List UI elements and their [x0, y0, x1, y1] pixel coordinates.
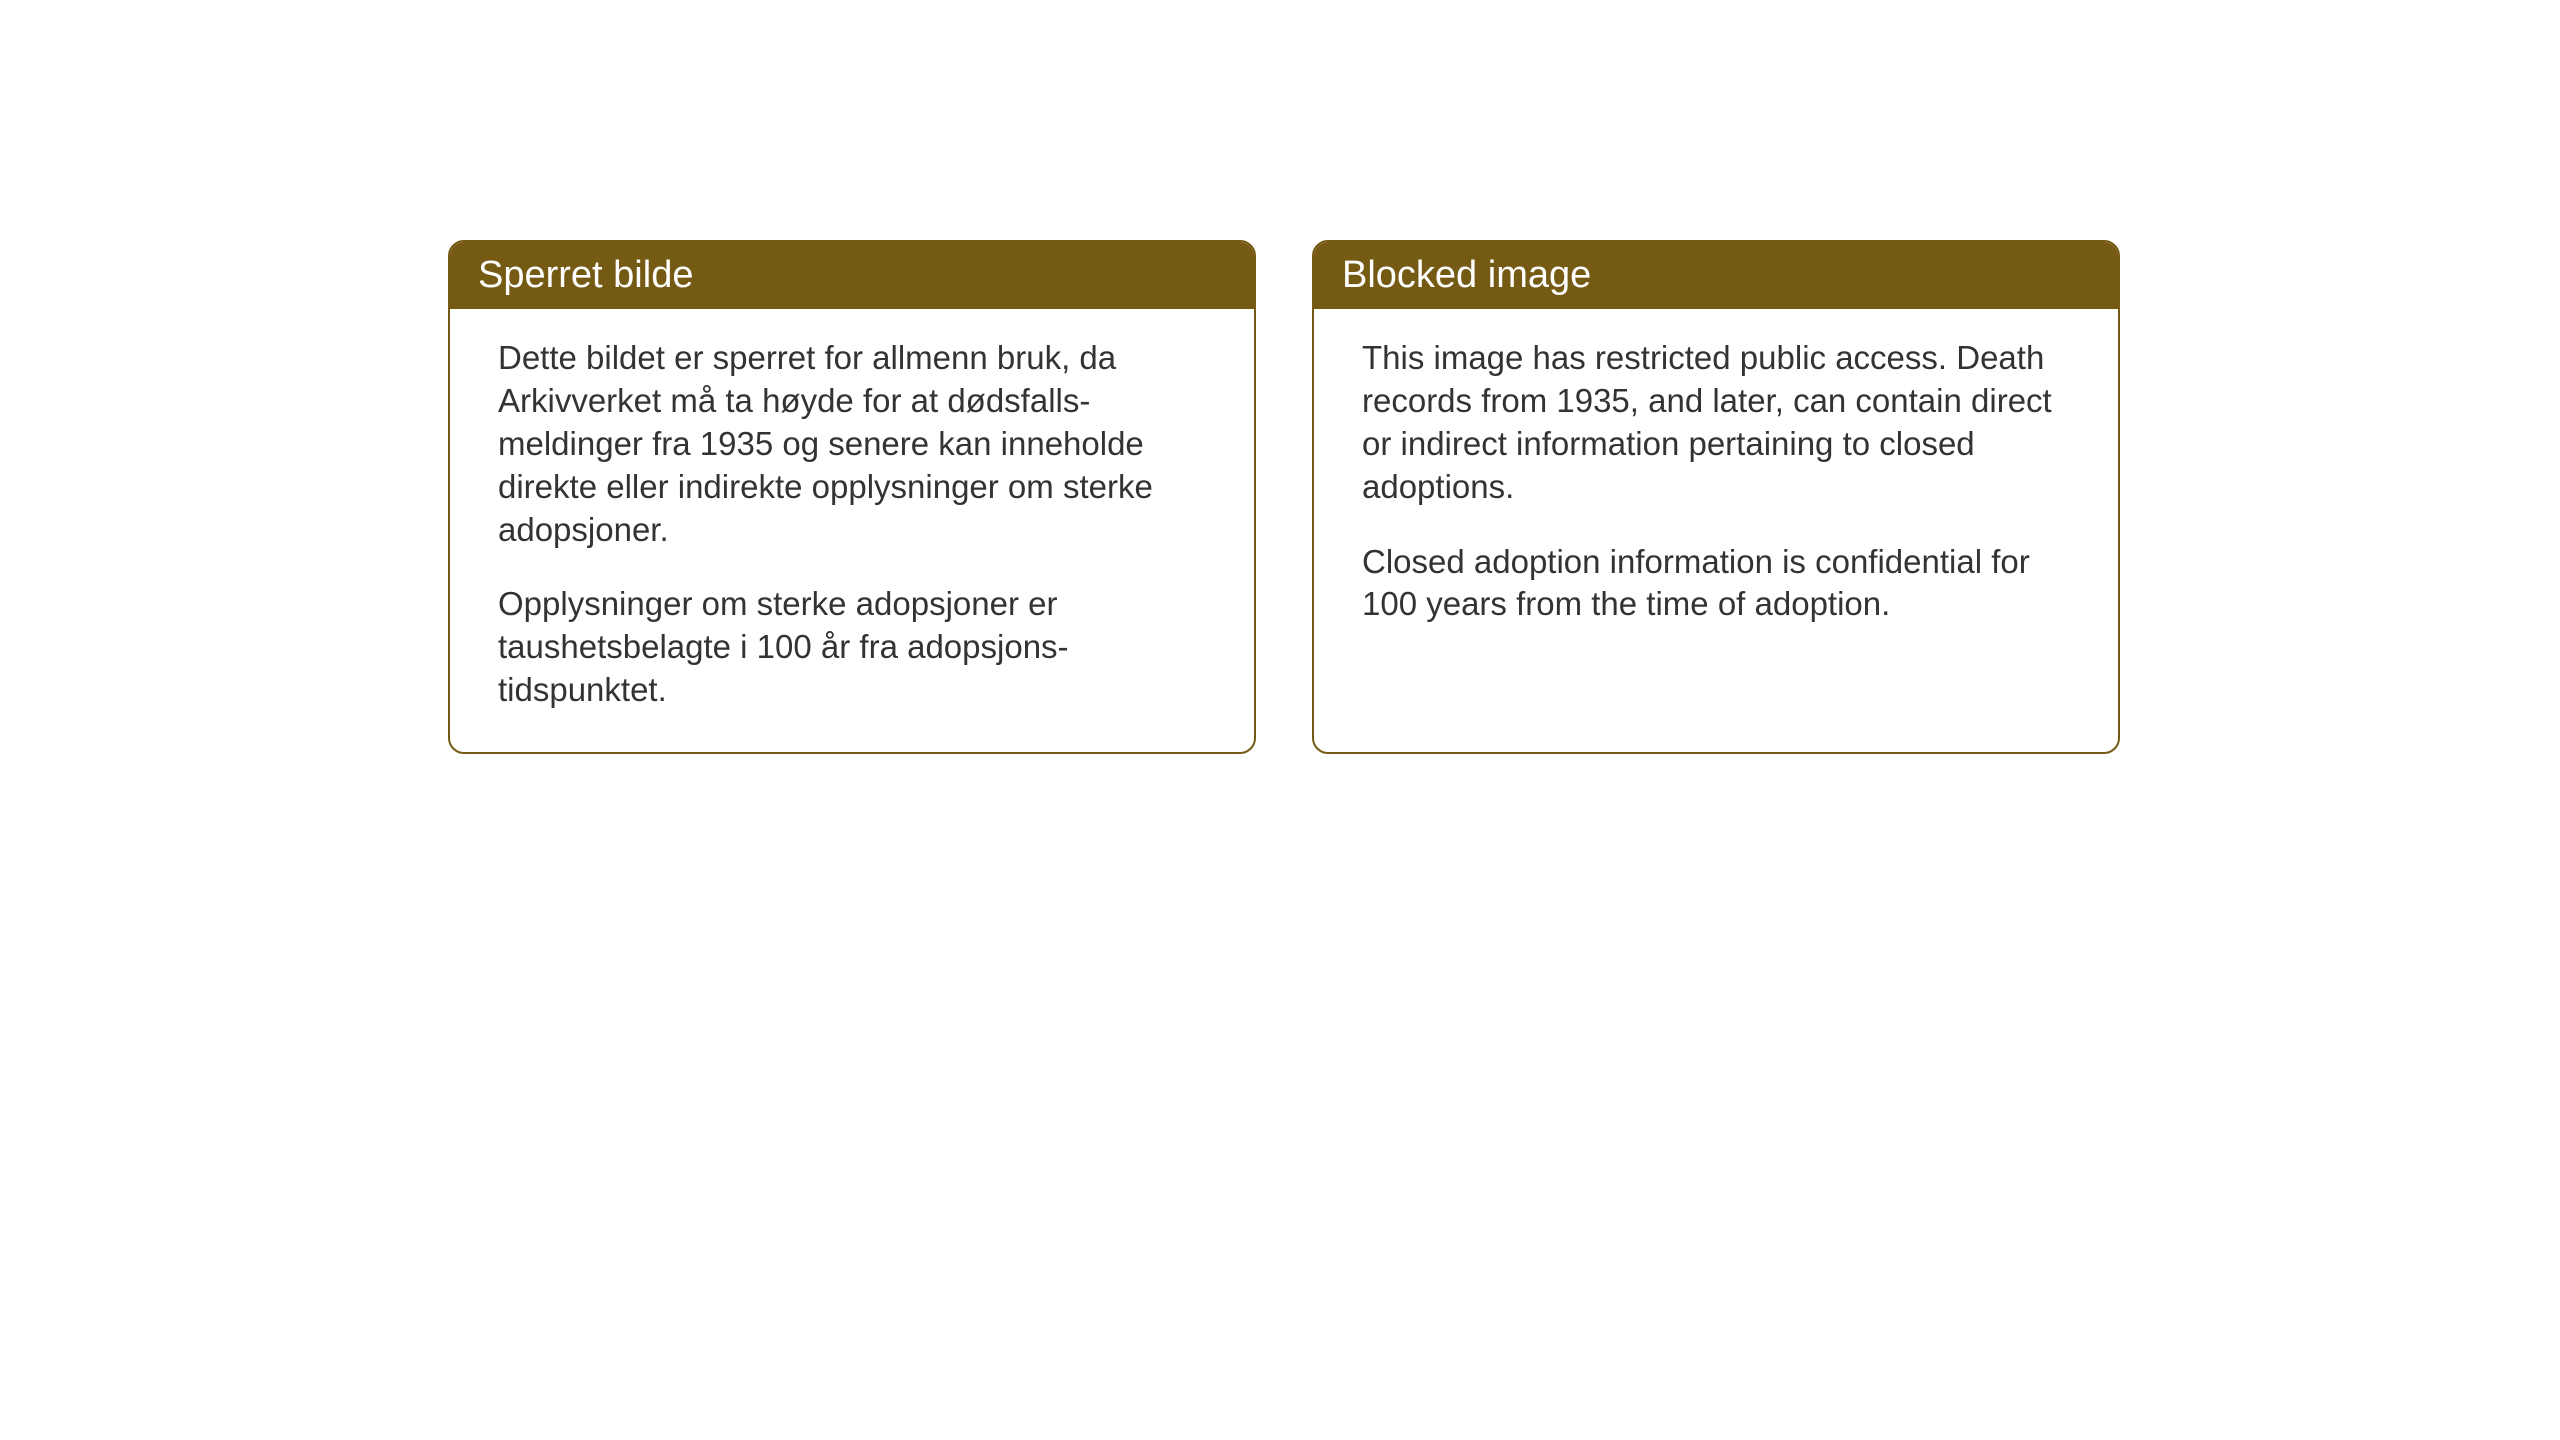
notice-paragraph: Opplysninger om sterke adopsjoner er tau… — [498, 583, 1206, 712]
notice-header-norwegian: Sperret bilde — [450, 242, 1254, 309]
notice-paragraph: This image has restricted public access.… — [1362, 337, 2070, 509]
notice-paragraph: Dette bildet er sperret for allmenn bruk… — [498, 337, 1206, 551]
notice-body-norwegian: Dette bildet er sperret for allmenn bruk… — [450, 309, 1254, 752]
notice-container: Sperret bilde Dette bildet er sperret fo… — [448, 240, 2120, 754]
notice-body-english: This image has restricted public access.… — [1314, 309, 2118, 666]
notice-header-english: Blocked image — [1314, 242, 2118, 309]
notice-box-norwegian: Sperret bilde Dette bildet er sperret fo… — [448, 240, 1256, 754]
notice-paragraph: Closed adoption information is confident… — [1362, 541, 2070, 627]
notice-box-english: Blocked image This image has restricted … — [1312, 240, 2120, 754]
